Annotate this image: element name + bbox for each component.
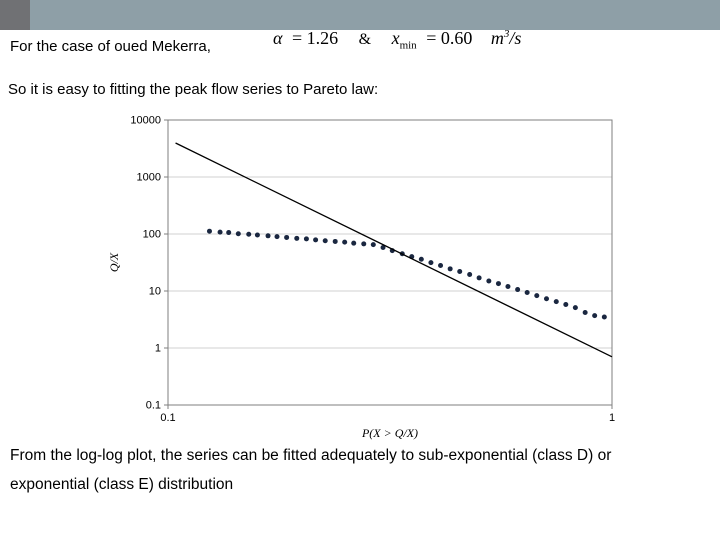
scatter-point (428, 260, 434, 266)
scatter-point (505, 283, 511, 289)
scatter-point (601, 314, 607, 320)
statement-text: So it is easy to fitting the peak flow s… (8, 81, 379, 98)
y-tick-label: 1 (155, 343, 161, 355)
header-accent-square (0, 0, 30, 30)
y-tick-label: 0.1 (146, 400, 161, 412)
pareto-parameters-formula: α = 1.26 & xmin = 0.60 m3/s (273, 28, 521, 52)
intro-text: For the case of oued Mekerra, (10, 38, 211, 55)
y-axis-label: Q/X (107, 252, 121, 272)
scatter-point (265, 233, 271, 239)
scatter-point (206, 228, 212, 234)
unit-denominator: s (514, 28, 522, 48)
scatter-point (294, 235, 300, 241)
scatter-point (457, 268, 463, 274)
scatter-point (553, 299, 559, 305)
scatter-point (563, 301, 569, 307)
xmin-value: = 0.60 (426, 28, 473, 48)
scatter-point (226, 230, 232, 236)
scatter-point (544, 296, 550, 302)
conclusion-line-1: From the log-log plot, the series can be… (10, 447, 612, 464)
scatter-point (284, 234, 290, 240)
scatter-point (342, 239, 348, 245)
scatter-point (486, 278, 492, 284)
scatter-point (254, 232, 260, 238)
header-bar (0, 0, 720, 30)
scatter-point (438, 263, 444, 269)
conclusion-line-2: exponential (class E) distribution (10, 476, 234, 493)
unit-exponent: 3 (503, 28, 510, 40)
pareto-loglog-chart: 10000 1000 100 10 1 0.1 0.1 1 P(X > Q/X) Q/X (100, 112, 630, 447)
scatter-point (572, 305, 578, 311)
alpha-value: = 1.26 (291, 28, 339, 48)
unit-m3-per-s: m3/s (491, 28, 522, 48)
scatter-point (524, 290, 530, 296)
scatter-point (447, 266, 453, 272)
scatter-point (274, 234, 280, 240)
scatter-point (534, 293, 540, 299)
scatter-point (332, 238, 338, 244)
scatter-point (370, 242, 376, 248)
unit-slash: / (509, 28, 515, 48)
scatter-point (582, 309, 588, 315)
scatter-point (418, 256, 424, 262)
conclusion-text: From the log-log plot, the series can be… (10, 446, 712, 504)
scatter-point (322, 238, 328, 244)
y-tick-label: 100 (143, 229, 161, 241)
plot-border (167, 119, 613, 406)
scatter-point (476, 275, 482, 281)
x-axis-label: P(X > Q/X) (361, 426, 418, 440)
y-tick-label: 10 (149, 286, 161, 298)
fit-line (175, 142, 613, 358)
scatter-point (592, 313, 598, 319)
alpha-symbol: α (273, 28, 283, 48)
scatter-point (495, 281, 501, 287)
y-tick-label: 10000 (130, 115, 161, 127)
scatter-point (235, 231, 241, 237)
scatter-point (380, 244, 386, 250)
scatter-point (303, 236, 309, 242)
y-tick-label: 1000 (137, 172, 161, 184)
scatter-point (361, 241, 367, 247)
xmin-subscript: min (399, 39, 417, 52)
scatter-point (246, 231, 252, 237)
scatter-point (217, 229, 223, 235)
unit-base: m (490, 28, 504, 48)
ampersand: & (358, 31, 372, 48)
scatter-point (515, 287, 521, 293)
scatter-point (313, 237, 319, 243)
x-tick-label: 1 (609, 412, 615, 424)
chart-svg: 10000 1000 100 10 1 0.10.1 1 P(X > Q/X) Q/X (107, 115, 615, 441)
xmin-symbol: x (391, 28, 400, 48)
scatter-point (351, 240, 357, 246)
scatter-point (467, 271, 473, 277)
x-tick-label: 0.1 (160, 412, 175, 424)
